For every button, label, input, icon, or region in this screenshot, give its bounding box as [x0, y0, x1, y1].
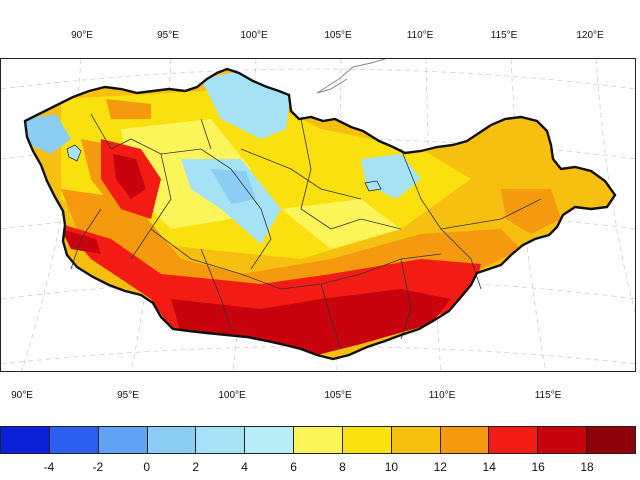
color-swatch [294, 427, 343, 453]
map-frame [0, 58, 636, 372]
color-scale-label: -2 [92, 460, 104, 474]
inner-mongolia-border [316, 59, 386, 94]
top-lon-label: 100°E [240, 30, 268, 41]
mongolia-temperature-map [1, 59, 635, 371]
bottom-lon-label: 105°E [324, 390, 352, 401]
bottom-lon-label: 110°E [428, 390, 456, 401]
color-swatch [49, 427, 99, 453]
color-scale-bar [0, 426, 636, 454]
top-lon-label: 105°E [324, 30, 352, 41]
top-lon-label: 110°E [406, 30, 434, 41]
color-scale-label: -4 [43, 460, 55, 474]
mongolia-outline [23, 67, 617, 361]
color-swatch [245, 427, 295, 453]
top-lon-label: 115°E [490, 30, 518, 41]
color-scale-label: 16 [531, 460, 545, 474]
lake-outlines [66, 144, 382, 192]
color-scale-label: 12 [433, 460, 447, 474]
color-scale-label: 10 [384, 460, 399, 474]
color-swatch [489, 427, 539, 453]
color-swatch [98, 427, 148, 453]
color-scale-label: 6 [290, 460, 297, 474]
color-swatch [538, 427, 588, 453]
province-borders [70, 113, 542, 350]
top-lon-label: 90°E [71, 30, 93, 41]
color-swatch [391, 427, 441, 453]
color-swatch [587, 427, 635, 453]
bottom-lon-label: 90°E [11, 390, 33, 401]
color-swatch [147, 427, 197, 453]
color-swatch [342, 427, 392, 453]
color-scale-label: 4 [241, 460, 248, 474]
color-scale-label: 2 [192, 460, 200, 474]
color-scale-label: 18 [580, 460, 594, 474]
top-lon-label: 120°E [576, 30, 604, 41]
bottom-lon-label: 100°E [218, 390, 246, 401]
bottom-lon-label: 95°E [117, 390, 139, 401]
color-scale-label: 8 [339, 460, 346, 474]
top-lon-label: 95°E [157, 30, 179, 41]
color-swatch [196, 427, 246, 453]
color-scale-label: 0 [143, 460, 151, 474]
bottom-lon-label: 115°E [534, 390, 562, 401]
color-scale-label: 14 [482, 460, 496, 474]
color-swatch [440, 427, 490, 453]
color-swatch [1, 427, 50, 453]
